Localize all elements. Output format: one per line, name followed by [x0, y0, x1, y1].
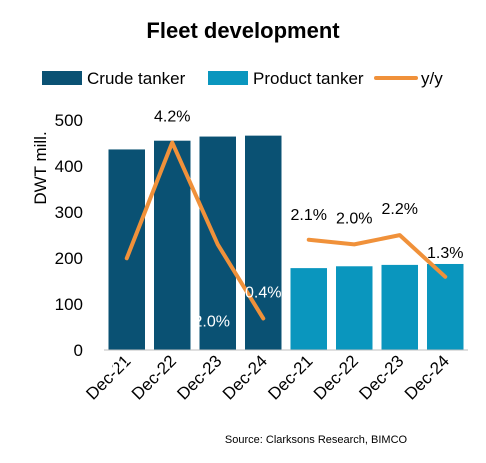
y-axis: 0 100 200 300 400 500 [55, 111, 83, 360]
yy-data-label: 2.2% [382, 201, 418, 218]
yy-data-label: 2.1% [291, 207, 327, 224]
bars [108, 135, 464, 350]
legend-swatch-product [208, 71, 248, 85]
legend-label-yy: y/y [421, 69, 443, 88]
bar-product [336, 266, 373, 350]
bar-crude [108, 149, 145, 350]
legend-label-crude: Crude tanker [87, 69, 186, 88]
yy-data-label: 1.7% [109, 355, 145, 372]
y-tick-label: 200 [55, 249, 83, 268]
yy-line [124, 140, 448, 321]
y-tick-label: 400 [55, 157, 83, 176]
y-tick-label: 300 [55, 203, 83, 222]
chart-title: Fleet development [146, 18, 340, 43]
y-tick-label: 100 [55, 295, 83, 314]
x-tick-label: Dec-22 [310, 351, 362, 403]
data-labels: 1.7% 4.2% 2.0% 0.4% 2.1% 2.0% 2.2% 1.3% [109, 109, 464, 373]
x-tick-label: Dec-23 [173, 351, 225, 403]
x-tick-label: Dec-24 [401, 351, 453, 403]
yy-data-label: 4.2% [154, 109, 190, 126]
x-tick-label: Dec-23 [355, 351, 407, 403]
yy-data-label: 2.0% [336, 210, 372, 227]
x-tick-label: Dec-21 [264, 351, 316, 403]
legend: Crude tanker Product tanker y/y [42, 69, 443, 88]
x-tick-label: Dec-24 [219, 351, 271, 403]
yy-data-label: 1.3% [427, 245, 463, 262]
bar-product [381, 264, 418, 350]
yy-data-label: 2.0% [194, 313, 230, 330]
bar-crude [245, 135, 282, 350]
y-tick-label: 0 [74, 341, 83, 360]
y-tick-label: 500 [55, 111, 83, 130]
source-note: Source: Clarksons Research, BIMCO [225, 434, 408, 446]
bar-product [290, 268, 327, 350]
yy-data-label: 0.4% [245, 284, 281, 301]
y-axis-label: DWT mill. [31, 131, 50, 204]
legend-label-product: Product tanker [253, 69, 364, 88]
legend-swatch-crude [42, 71, 82, 85]
